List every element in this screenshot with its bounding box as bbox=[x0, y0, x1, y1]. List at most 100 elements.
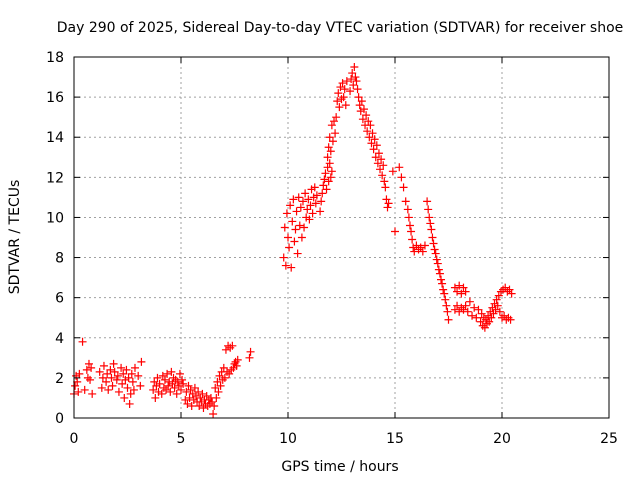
data-point bbox=[78, 337, 87, 346]
y-tick-label: 4 bbox=[55, 331, 64, 347]
data-point bbox=[160, 375, 169, 384]
data-point bbox=[426, 219, 435, 228]
data-point bbox=[136, 381, 145, 390]
data-point bbox=[110, 367, 119, 376]
data-point bbox=[472, 313, 481, 322]
data-point bbox=[453, 287, 462, 296]
data-point bbox=[305, 215, 314, 224]
data-point bbox=[245, 353, 254, 362]
data-point bbox=[455, 307, 464, 316]
data-point bbox=[407, 227, 416, 236]
data-point bbox=[444, 315, 453, 324]
data-point bbox=[506, 315, 515, 324]
data-point bbox=[368, 129, 377, 138]
data-point bbox=[362, 111, 371, 120]
data-point bbox=[190, 383, 199, 392]
data-point bbox=[232, 361, 241, 370]
data-point bbox=[228, 341, 237, 350]
data-point bbox=[80, 385, 89, 394]
data-point bbox=[429, 239, 438, 248]
data-point bbox=[330, 117, 339, 126]
data-point bbox=[477, 309, 486, 318]
data-point bbox=[181, 395, 190, 404]
data-point bbox=[434, 265, 443, 274]
data-point bbox=[295, 221, 304, 230]
y-tick-label: 6 bbox=[55, 291, 64, 307]
data-point bbox=[182, 387, 191, 396]
data-point bbox=[173, 377, 182, 386]
y-tick-label: 0 bbox=[55, 411, 64, 427]
data-point bbox=[335, 103, 344, 112]
x-tick-label: 5 bbox=[177, 431, 186, 447]
data-point bbox=[97, 383, 106, 392]
data-point bbox=[507, 289, 516, 298]
data-point bbox=[191, 391, 200, 400]
data-point bbox=[433, 259, 442, 268]
axis-ticks: 0 5 10 15 20 25 0 2 4 6 8 10 12 14 16 18 bbox=[46, 50, 618, 447]
data-point bbox=[226, 343, 235, 352]
data-point bbox=[420, 241, 429, 250]
data-point bbox=[317, 197, 326, 206]
data-point bbox=[357, 97, 366, 106]
data-point bbox=[292, 207, 301, 216]
data-point bbox=[221, 345, 230, 354]
data-point bbox=[129, 385, 138, 394]
data-point bbox=[403, 205, 412, 214]
data-point bbox=[318, 189, 327, 198]
data-point bbox=[194, 387, 203, 396]
data-point bbox=[102, 377, 111, 386]
data-point bbox=[213, 377, 222, 386]
data-point bbox=[363, 127, 372, 136]
data-point bbox=[431, 249, 440, 258]
data-point bbox=[437, 275, 446, 284]
data-point bbox=[347, 75, 356, 84]
x-tick-label: 0 bbox=[70, 431, 79, 447]
data-point bbox=[120, 393, 129, 402]
data-point bbox=[410, 247, 419, 256]
data-point bbox=[405, 221, 414, 230]
data-point bbox=[215, 371, 224, 380]
data-point bbox=[412, 241, 421, 250]
data-point bbox=[118, 379, 127, 388]
data-point bbox=[286, 201, 295, 210]
data-point bbox=[373, 159, 382, 168]
data-point bbox=[450, 283, 459, 292]
data-point bbox=[150, 377, 159, 386]
data-point bbox=[424, 205, 433, 214]
data-point bbox=[186, 385, 195, 394]
data-point bbox=[112, 375, 121, 384]
data-point bbox=[325, 159, 334, 168]
data-point bbox=[151, 393, 160, 402]
data-point bbox=[384, 199, 393, 208]
data-point bbox=[474, 305, 483, 314]
data-point bbox=[233, 355, 242, 364]
data-point bbox=[296, 203, 305, 212]
data-point bbox=[427, 225, 436, 234]
data-point bbox=[430, 245, 439, 254]
data-point bbox=[485, 317, 494, 326]
data-point bbox=[114, 387, 123, 396]
data-point bbox=[312, 191, 321, 200]
data-point bbox=[164, 381, 173, 390]
data-point bbox=[168, 379, 177, 388]
data-point bbox=[86, 375, 95, 384]
data-point bbox=[327, 167, 336, 176]
data-point bbox=[331, 129, 340, 138]
data-point bbox=[328, 137, 337, 146]
data-point bbox=[408, 235, 417, 244]
data-point bbox=[340, 85, 349, 94]
data-point bbox=[149, 385, 158, 394]
data-point bbox=[300, 223, 309, 232]
data-point bbox=[155, 379, 164, 388]
data-point bbox=[225, 369, 234, 378]
data-point bbox=[297, 233, 306, 242]
data-point bbox=[459, 305, 468, 314]
data-point bbox=[74, 387, 83, 396]
data-point bbox=[162, 385, 171, 394]
data-point bbox=[501, 283, 510, 292]
data-point bbox=[341, 101, 350, 110]
data-point bbox=[99, 361, 108, 370]
data-point bbox=[214, 387, 223, 396]
plot-frame bbox=[73, 56, 610, 419]
data-point bbox=[476, 317, 485, 326]
